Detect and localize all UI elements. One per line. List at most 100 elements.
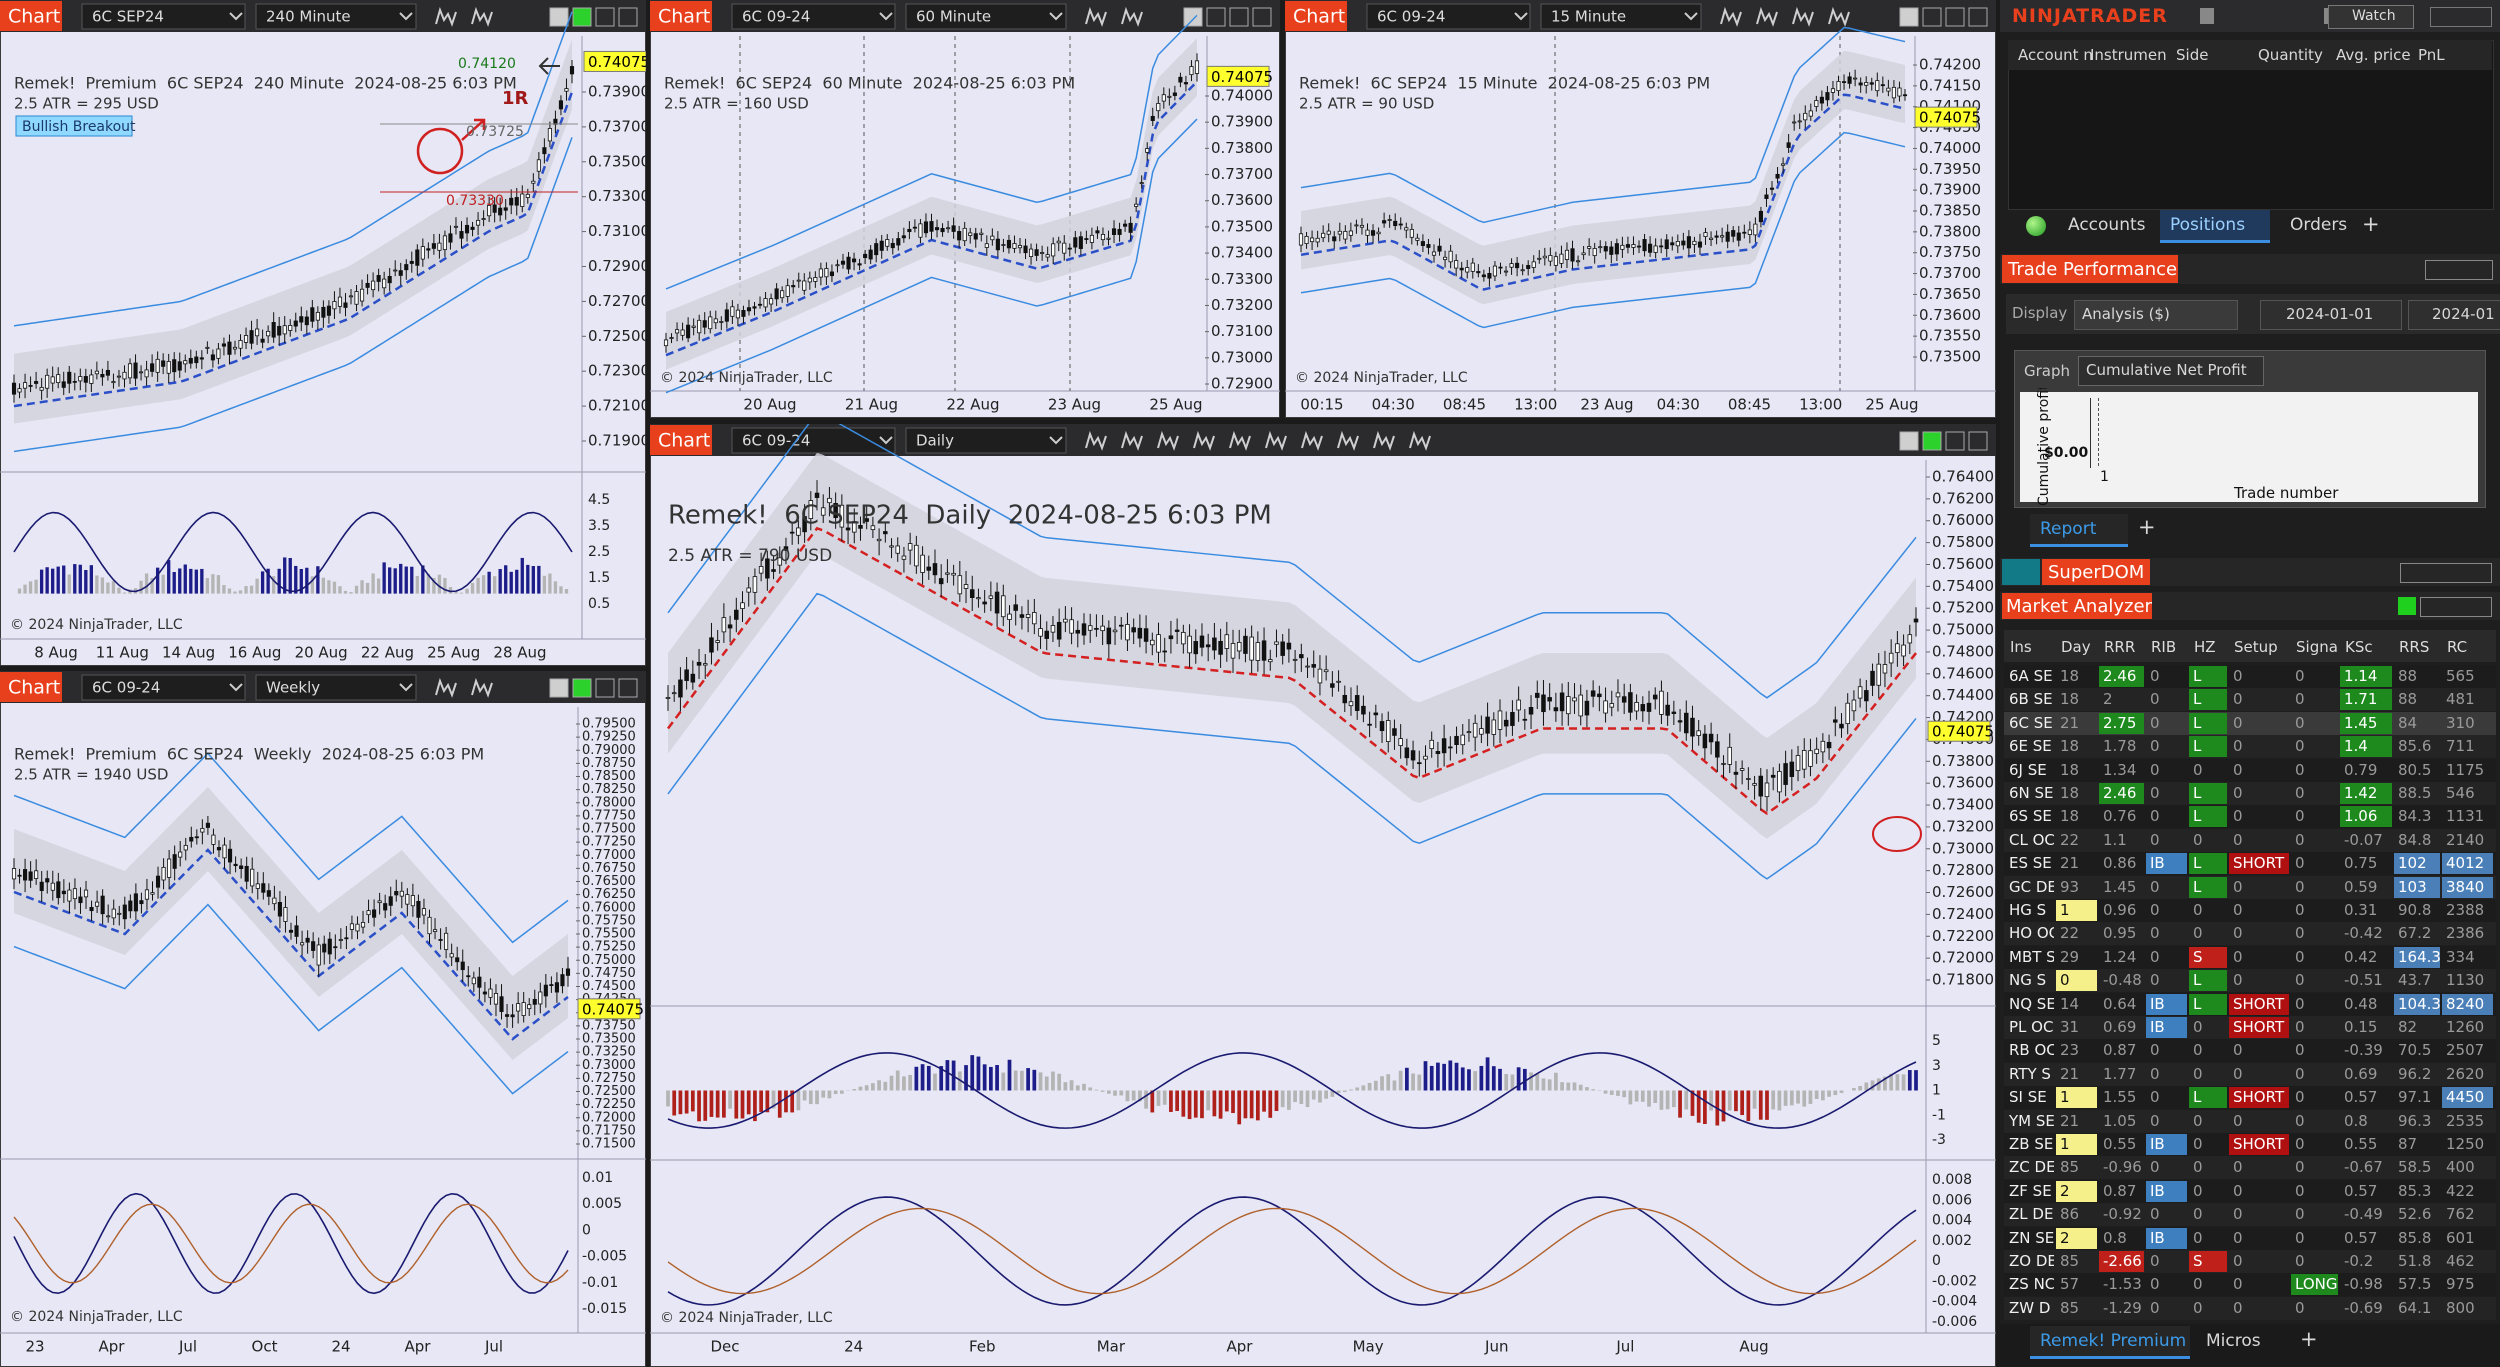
window-button[interactable] [1183,7,1203,27]
window-button[interactable] [572,7,592,27]
window-button[interactable] [595,7,615,27]
watch-button[interactable] [2328,5,2414,29]
window-button[interactable] [1206,7,1226,27]
tab[interactable]: Positions [2170,215,2246,235]
instrument-selector[interactable] [81,3,246,30]
instrument-cell[interactable]: HG S [2009,903,2047,918]
window-button[interactable] [1922,431,1942,451]
instrument-cell[interactable]: ZN SE [2009,1230,2054,1246]
instrument[interactable]: 6C SEP24 [92,8,164,26]
window-button[interactable] [1968,431,1988,451]
instrument-cell[interactable]: 6N SE [2009,786,2054,801]
tab[interactable]: Accounts [2068,215,2146,235]
window-button[interactable] [1229,7,1249,27]
column-header[interactable]: HZ [2194,640,2216,655]
date-to[interactable]: 2024-01 [2432,305,2495,323]
instrument-cell[interactable]: ZO DE [2009,1254,2054,1269]
column-header[interactable]: RIB [2151,640,2177,655]
interval-selector[interactable] [1540,3,1702,30]
date-picker[interactable] [2408,300,2500,330]
dropdown-value[interactable]: Cumulative Net Profit [2086,361,2247,379]
window-button[interactable] [1252,7,1272,27]
tab[interactable]: Orders [2290,215,2348,235]
instrument-cell[interactable]: ZW D [2009,1300,2051,1316]
instrument-cell[interactable]: RTY S [2009,1066,2051,1082]
interval[interactable]: Weekly [266,679,320,697]
dropdown[interactable] [2078,356,2264,386]
tab-add[interactable]: + [2138,515,2156,539]
date-from[interactable]: 2024-01-01 [2286,305,2374,323]
instrument-selector[interactable] [81,674,246,701]
instrument[interactable]: 6C 09-24 [742,8,810,26]
instrument-cell[interactable]: PL OC [2009,1020,2054,1035]
tab[interactable]: Remek! Premium [2040,1331,2187,1351]
instrument-cell[interactable]: ZL DE [2009,1207,2054,1223]
toolbar-icon[interactable] [1720,6,1742,27]
toolbar-icon[interactable] [1121,6,1143,27]
instrument-selector[interactable] [731,427,896,454]
instrument-cell[interactable]: 6C SE [2009,715,2053,731]
tab-add[interactable]: + [2300,1327,2318,1351]
toolbar-icon[interactable] [471,6,493,27]
column-header[interactable]: Setup [2234,640,2278,655]
toolbar-icon[interactable] [435,6,457,27]
toolbar-icon[interactable] [1085,430,1107,451]
instrument-cell[interactable]: ZB SE [2009,1137,2054,1152]
instrument-cell[interactable]: SI SE [2009,1090,2047,1106]
instrument-cell[interactable]: NQ SE [2009,996,2054,1012]
window-button[interactable] [595,678,615,698]
window-button[interactable] [549,678,569,698]
interval-selector[interactable] [905,3,1067,30]
toolbar-icon[interactable] [1229,430,1251,451]
instrument-cell[interactable]: HO OC [2009,926,2054,942]
instrument-selector[interactable] [1366,3,1531,30]
instrument-cell[interactable]: ZS NC [2009,1277,2054,1293]
column-header[interactable]: RRS [2399,640,2430,655]
toolbar-icon[interactable] [1792,6,1814,27]
interval-selector[interactable] [255,674,417,701]
column-header[interactable]: Ins [2010,640,2032,655]
watch-label[interactable]: Watch [2352,8,2396,24]
toolbar-icon[interactable] [1337,430,1359,451]
instrument[interactable]: 6C 09-24 [1377,8,1445,26]
toolbar-icon[interactable] [1157,430,1179,451]
toolbar-icon[interactable] [1193,430,1215,451]
instrument-cell[interactable]: 6B SE [2009,692,2053,708]
toolbar-icon[interactable] [435,677,457,698]
dropdown-value[interactable]: Analysis ($) [2082,305,2170,323]
column-header[interactable]: Day [2061,640,2091,655]
window-button[interactable] [1899,431,1919,451]
instrument-cell[interactable]: 6E SE [2009,739,2052,755]
instrument-cell[interactable]: 6J SE [2009,762,2047,778]
dropdown[interactable] [2074,300,2238,330]
instrument-cell[interactable]: MBT S [2009,949,2054,965]
tab[interactable]: Report [2040,519,2097,539]
toolbar-icon[interactable] [1373,430,1395,451]
window-button[interactable] [1945,431,1965,451]
toolbar-icon[interactable] [1121,430,1143,451]
window-button[interactable] [618,7,638,27]
window-button[interactable] [1922,7,1942,27]
instrument-cell[interactable]: ZF SE [2009,1183,2052,1199]
toolbar-icon[interactable] [1085,6,1107,27]
window-button[interactable] [1899,7,1919,27]
instrument-cell[interactable]: YM SE [2009,1113,2054,1129]
instrument-cell[interactable]: CL OC [2009,832,2054,848]
instrument-cell[interactable]: GC DE [2009,879,2054,895]
interval[interactable]: 240 Minute [266,8,351,26]
instrument-cell[interactable]: 6A SE [2009,669,2053,684]
column-header[interactable]: RRR [2104,640,2136,655]
toolbar-icon[interactable] [1409,430,1431,451]
instrument-cell[interactable]: ZC DE [2009,1160,2054,1176]
window-button[interactable] [549,7,569,27]
toolbar-icon[interactable] [471,677,493,698]
toolbar-icon[interactable] [1301,430,1323,451]
column-header[interactable]: RC [2447,640,2468,655]
window-button[interactable] [618,678,638,698]
interval[interactable]: Daily [916,432,954,450]
toolbar-icon[interactable] [1828,6,1850,27]
instrument-cell[interactable]: 6S SE [2009,809,2052,825]
tab[interactable]: Micros [2206,1331,2261,1351]
instrument-cell[interactable]: NG S [2009,973,2047,989]
instrument-cell[interactable]: ES SE [2009,856,2052,872]
